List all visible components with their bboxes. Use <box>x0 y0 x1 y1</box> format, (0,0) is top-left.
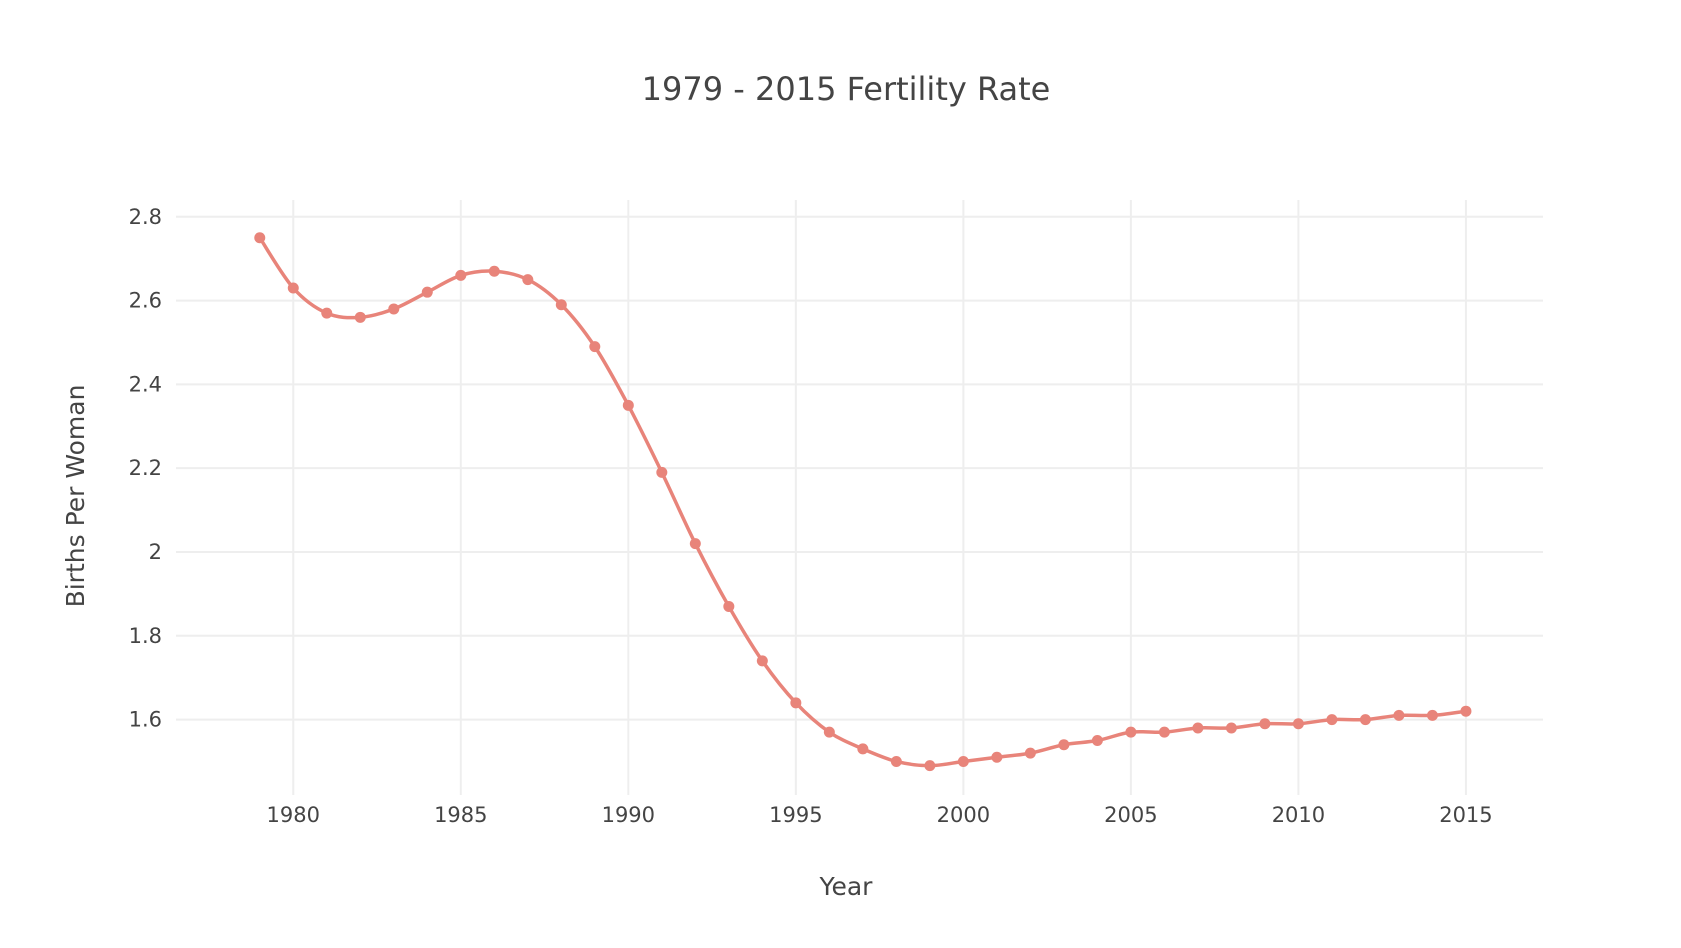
x-tick-label: 1990 <box>602 803 655 827</box>
data-point[interactable] <box>287 282 299 294</box>
data-point[interactable] <box>388 303 400 315</box>
x-tick-label: 2010 <box>1272 803 1325 827</box>
data-point[interactable] <box>823 726 835 738</box>
chart-title: 1979 - 2015 Fertility Rate <box>642 70 1051 108</box>
y-tick-label: 1.6 <box>129 708 162 732</box>
data-point[interactable] <box>1426 709 1438 721</box>
data-point[interactable] <box>555 299 567 311</box>
data-point[interactable] <box>656 466 668 478</box>
x-tick-label: 1980 <box>267 803 320 827</box>
x-tick-label: 2005 <box>1104 803 1157 827</box>
data-point[interactable] <box>1125 726 1137 738</box>
data-point[interactable] <box>354 311 366 323</box>
y-tick-label: 2.8 <box>129 205 162 229</box>
data-point[interactable] <box>991 751 1003 763</box>
data-point[interactable] <box>924 760 936 772</box>
data-point[interactable] <box>622 399 634 411</box>
data-point[interactable] <box>790 697 802 709</box>
data-point[interactable] <box>589 341 601 353</box>
data-point[interactable] <box>1292 718 1304 730</box>
y-tick-label: 2.2 <box>129 456 162 480</box>
data-point[interactable] <box>1158 726 1170 738</box>
y-tick-label: 2.4 <box>129 372 162 396</box>
x-axis-title: Year <box>819 872 874 901</box>
data-point[interactable] <box>1024 747 1036 759</box>
data-point[interactable] <box>421 286 433 298</box>
data-point[interactable] <box>1326 714 1338 726</box>
data-point[interactable] <box>1225 722 1237 734</box>
series-line <box>258 235 1468 768</box>
data-point[interactable] <box>857 743 869 755</box>
y-tick-label: 2 <box>149 540 162 564</box>
x-tick-label: 2000 <box>937 803 990 827</box>
data-point[interactable] <box>723 600 735 612</box>
data-point[interactable] <box>1058 739 1070 751</box>
data-point[interactable] <box>1259 718 1271 730</box>
y-axis-tick-labels: 1.6 1.8 2 2.2 2.4 2.6 2.8 <box>129 205 162 732</box>
x-tick-label: 1985 <box>434 803 487 827</box>
data-point[interactable] <box>689 538 701 550</box>
x-tick-label: 1995 <box>769 803 822 827</box>
data-point[interactable] <box>1460 705 1472 717</box>
data-point[interactable] <box>1393 709 1405 721</box>
gridlines <box>176 200 1543 795</box>
data-point[interactable] <box>488 265 500 277</box>
data-point[interactable] <box>321 307 333 319</box>
data-point[interactable] <box>1192 722 1204 734</box>
x-axis-tick-labels: 1980 1985 1990 1995 2000 2005 2010 2015 <box>267 803 1493 827</box>
data-point[interactable] <box>1359 714 1371 726</box>
x-tick-label: 2015 <box>1439 803 1492 827</box>
data-point[interactable] <box>756 655 768 667</box>
data-point[interactable] <box>522 274 534 286</box>
y-tick-label: 1.8 <box>129 624 162 648</box>
series-layer <box>254 232 1472 772</box>
data-point[interactable] <box>890 755 902 767</box>
y-axis-title: Births Per Woman <box>61 385 90 608</box>
data-point[interactable] <box>1091 735 1103 747</box>
y-tick-label: 2.6 <box>129 289 162 313</box>
data-point[interactable] <box>957 755 969 767</box>
data-point[interactable] <box>455 269 467 281</box>
data-point[interactable] <box>254 232 266 244</box>
